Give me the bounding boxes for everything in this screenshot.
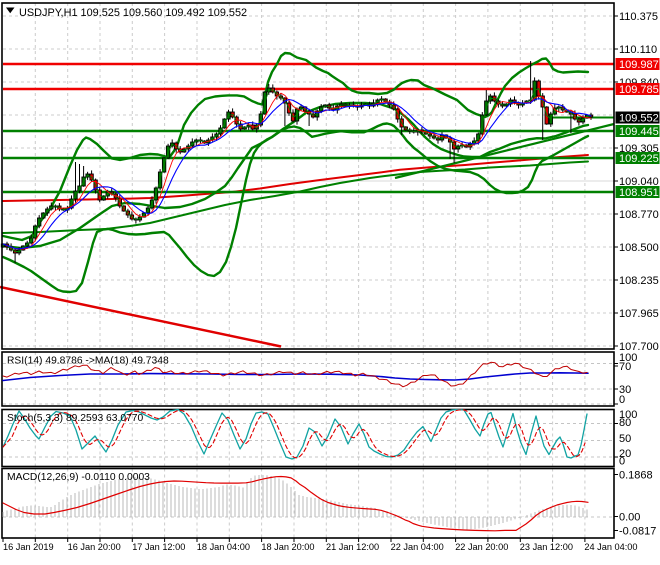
svg-text:18 Jan 20:00: 18 Jan 20:00 [261, 542, 314, 552]
svg-text:109.445: 109.445 [619, 126, 659, 138]
svg-text:109.040: 109.040 [619, 176, 659, 188]
svg-text:108.770: 108.770 [619, 209, 659, 221]
svg-text:110.110: 110.110 [619, 44, 657, 56]
svg-text:109.987: 109.987 [619, 59, 659, 71]
svg-text:MACD(12,26,9) -0.0110 0.0003: MACD(12,26,9) -0.0110 0.0003 [7, 472, 150, 483]
svg-text:0: 0 [619, 394, 625, 406]
svg-text:80: 80 [619, 417, 631, 429]
svg-text:100: 100 [619, 352, 637, 364]
svg-text:107.965: 107.965 [619, 308, 659, 320]
svg-text:21 Jan 12:00: 21 Jan 12:00 [326, 542, 379, 552]
svg-text:RSI(14) 49.8786 ->MA(18) 49.7: RSI(14) 49.8786 ->MA(18) 49.7348 [7, 356, 169, 367]
svg-text:17 Jan 12:00: 17 Jan 12:00 [132, 542, 185, 552]
svg-text:110.375: 110.375 [619, 11, 658, 23]
svg-text:-0.0817: -0.0817 [619, 526, 656, 538]
svg-text:22 Jan 04:00: 22 Jan 04:00 [391, 542, 444, 552]
svg-text:18 Jan 04:00: 18 Jan 04:00 [197, 542, 250, 552]
svg-text:70: 70 [619, 361, 631, 373]
svg-text:23 Jan 12:00: 23 Jan 12:00 [520, 542, 573, 552]
svg-text:30: 30 [619, 384, 631, 396]
svg-text:108.235: 108.235 [619, 275, 659, 287]
svg-text:16 Jan 20:00: 16 Jan 20:00 [68, 542, 121, 552]
svg-text:109.225: 109.225 [619, 153, 659, 165]
svg-text:0: 0 [619, 456, 625, 468]
svg-text:0.00: 0.00 [619, 512, 640, 524]
svg-text:0.1868: 0.1868 [619, 470, 653, 482]
svg-text:108.500: 108.500 [619, 242, 659, 254]
svg-text:108.951: 108.951 [619, 187, 659, 199]
svg-text:24 Jan 04:00: 24 Jan 04:00 [584, 542, 637, 552]
svg-text:16 Jan 2019: 16 Jan 2019 [3, 542, 54, 552]
svg-text:109.785: 109.785 [619, 84, 659, 96]
svg-text:USDJPY,H1 109.525 109.560 109: USDJPY,H1 109.525 109.560 109.492 109.55… [19, 7, 247, 19]
svg-text:107.700: 107.700 [619, 341, 659, 353]
svg-text:Stoch(5,3,3) 89.2593 63.0770: Stoch(5,3,3) 89.2593 63.0770 [7, 413, 144, 424]
svg-text:50: 50 [619, 433, 631, 445]
svg-text:22 Jan 20:00: 22 Jan 20:00 [455, 542, 508, 552]
svg-text:20: 20 [619, 448, 631, 460]
svg-text:100: 100 [619, 409, 637, 421]
svg-text:109.552: 109.552 [619, 113, 659, 125]
